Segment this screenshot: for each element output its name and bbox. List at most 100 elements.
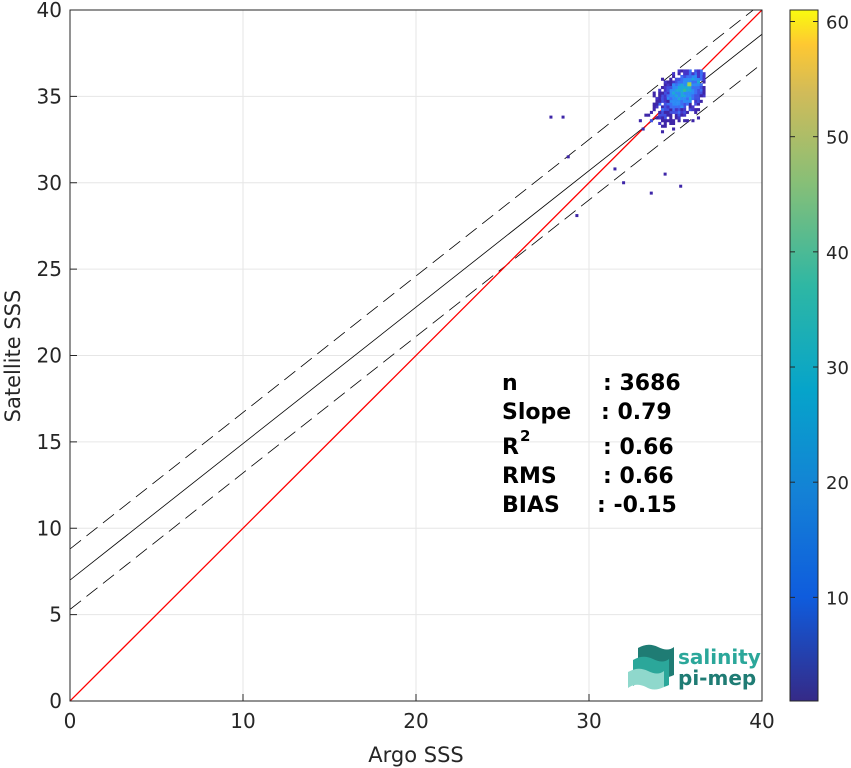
density-cell xyxy=(672,74,676,79)
density-cell xyxy=(683,110,687,114)
density-cell xyxy=(658,91,662,95)
density-cell xyxy=(680,102,684,106)
density-cell xyxy=(655,102,659,106)
density-cell xyxy=(677,108,681,112)
density-cell xyxy=(685,110,689,114)
colorbar-frame xyxy=(789,9,819,702)
density-cell xyxy=(638,119,642,123)
regression-lines xyxy=(70,10,762,701)
density-cell xyxy=(685,74,689,79)
density-cell xyxy=(691,72,695,76)
density-cell xyxy=(660,116,665,120)
density-cell xyxy=(674,116,678,120)
density-cell xyxy=(677,102,681,106)
y-tick-label: 40 xyxy=(37,0,62,22)
density-cell xyxy=(694,83,698,87)
density-cell xyxy=(702,77,706,81)
density-cell xyxy=(672,72,676,76)
density-cell xyxy=(674,80,678,84)
density-cell xyxy=(688,99,692,103)
density-cell xyxy=(663,94,667,98)
density-cell xyxy=(674,113,678,117)
density-cell xyxy=(680,83,684,87)
y-tick-label: 30 xyxy=(37,171,62,195)
density-cell xyxy=(660,94,665,98)
density-cell xyxy=(658,121,662,126)
density-cell xyxy=(677,116,681,120)
density-cell xyxy=(702,74,706,79)
density-cell xyxy=(680,69,684,73)
colorbar-tick-label: 40 xyxy=(826,243,849,264)
density-cell xyxy=(666,113,670,117)
density-cell xyxy=(691,94,695,98)
stat-r2-label: R xyxy=(502,435,519,460)
density-cell xyxy=(699,74,703,79)
outlier-point xyxy=(575,214,579,218)
density-cell xyxy=(672,108,676,112)
wave-layers-icon xyxy=(628,644,674,690)
density-cell xyxy=(647,113,651,117)
density-cell xyxy=(688,72,692,76)
density-cell xyxy=(669,88,673,92)
density-cell xyxy=(672,102,676,106)
density-cell xyxy=(672,97,676,101)
stat-bias-value: : -0.15 xyxy=(597,493,677,518)
stat-slope-label: Slope xyxy=(502,400,571,425)
density-cell xyxy=(691,108,695,112)
density-cell xyxy=(649,119,653,123)
x-tick-label: 0 xyxy=(64,709,77,733)
density-cell xyxy=(658,116,662,120)
density-cell xyxy=(674,99,678,103)
density-cell xyxy=(694,80,698,84)
density-cell xyxy=(688,69,692,73)
density-cell xyxy=(652,105,656,109)
x-axis-ticks: 0 10 20 30 40 xyxy=(64,694,775,733)
density-cell xyxy=(674,97,678,101)
density-cell xyxy=(691,97,695,101)
density-cell xyxy=(669,77,673,81)
density-cell xyxy=(683,108,687,112)
outlier-point xyxy=(663,172,667,176)
density-cell xyxy=(694,88,698,92)
density-cell xyxy=(666,94,670,98)
density-cell xyxy=(655,116,659,120)
y-tick-label: 10 xyxy=(37,516,62,540)
density-cell xyxy=(663,110,667,114)
y-axis-label: Satellite SSS xyxy=(1,290,25,423)
density-cell xyxy=(652,102,656,106)
density-cell xyxy=(680,86,684,90)
density-cell xyxy=(683,94,687,98)
density-cell xyxy=(677,113,681,117)
density-cell xyxy=(685,99,689,103)
stat-rms-label: RMS xyxy=(502,464,557,489)
density-cell xyxy=(660,105,665,109)
colorbar-tick-label: 10 xyxy=(826,588,849,609)
density-cell xyxy=(672,99,676,103)
density-cell xyxy=(663,124,667,128)
density-cell xyxy=(674,91,678,95)
density-cell xyxy=(660,110,665,114)
density-cell xyxy=(694,102,698,106)
density-cell xyxy=(660,113,665,117)
density-cell xyxy=(685,94,689,98)
density-cell xyxy=(663,119,667,123)
density-cell xyxy=(680,91,684,95)
stats-annotation: n : 3686 Slope : 0.79 R 2 : 0.66 RMS : 0… xyxy=(502,371,681,518)
density-cell xyxy=(663,97,667,101)
density-cell xyxy=(677,83,681,87)
density-cell xyxy=(683,88,687,92)
density-cell xyxy=(660,130,665,134)
density-cell xyxy=(677,80,681,84)
density-cell xyxy=(669,105,673,109)
density-cell xyxy=(680,113,684,117)
density-cell xyxy=(672,121,676,126)
density-cell xyxy=(694,74,698,79)
density-cell xyxy=(683,105,687,109)
colorbar-tick-label: 60 xyxy=(826,13,849,34)
density-cell xyxy=(699,72,703,76)
density-cell xyxy=(655,105,659,109)
density-cell xyxy=(680,94,684,98)
density-cell xyxy=(674,88,678,92)
density-cell xyxy=(683,77,687,81)
